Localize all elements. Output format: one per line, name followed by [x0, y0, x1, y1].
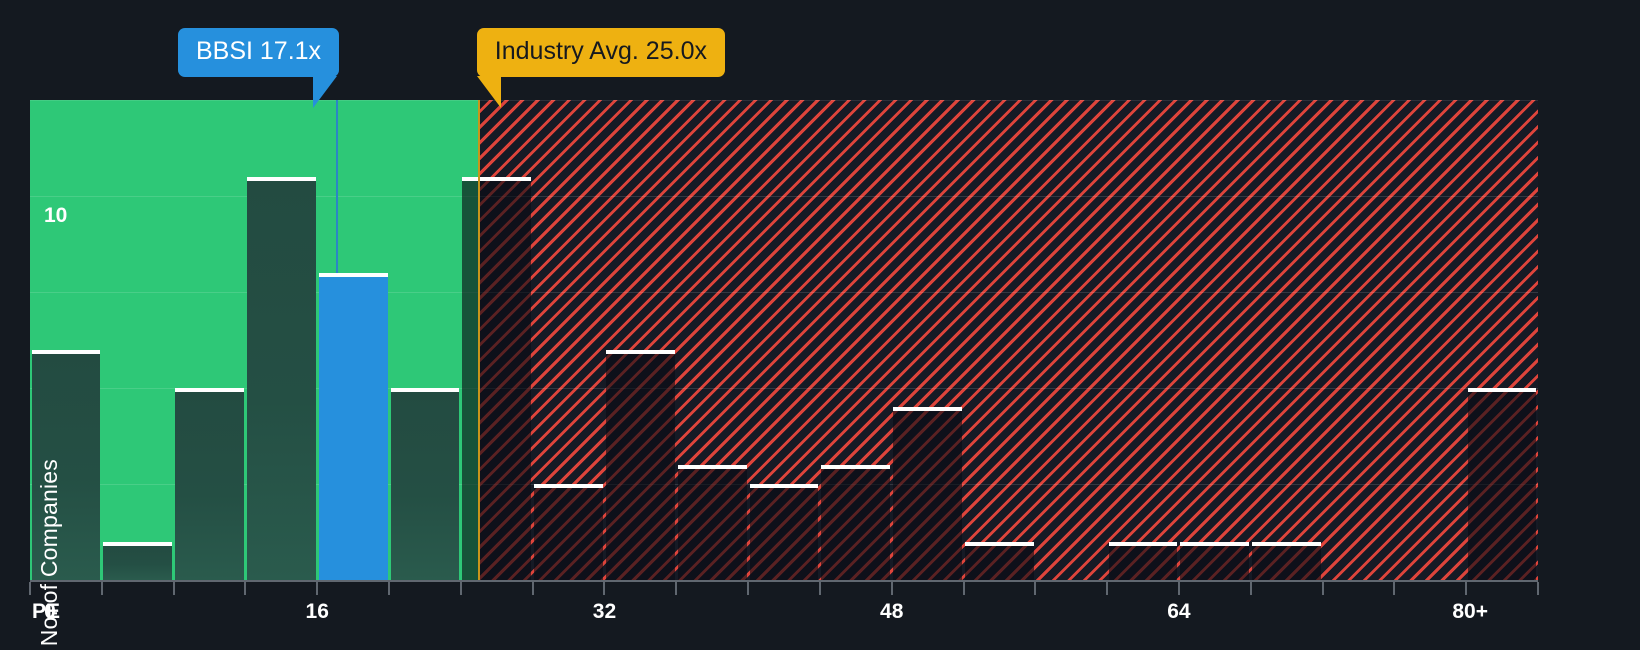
bar-cap	[821, 464, 891, 469]
bar-fill	[1180, 544, 1250, 580]
y-axis-title: No. of Companies	[36, 458, 62, 646]
histogram-bar[interactable]	[246, 176, 316, 580]
x-axis-tick	[890, 582, 893, 595]
industry-average-marker-line	[477, 100, 480, 580]
bar-fill	[462, 179, 532, 580]
bar-fill	[677, 467, 747, 580]
bar-fill	[749, 487, 819, 580]
x-axis-tick	[244, 582, 247, 595]
x-axis-title: PE	[32, 600, 61, 623]
x-axis-tick	[747, 582, 750, 595]
x-axis-tick	[316, 582, 319, 595]
bar-cap	[1252, 541, 1322, 546]
histogram-bar[interactable]	[462, 176, 532, 580]
x-axis-tick	[388, 582, 391, 595]
x-axis-tick-label: 16	[305, 600, 329, 623]
x-axis-tick	[1106, 582, 1109, 595]
bar-cap	[1108, 541, 1178, 546]
bar-cap	[749, 484, 819, 488]
bar-fill	[246, 179, 316, 580]
x-axis-tick	[603, 582, 606, 595]
histogram-bar[interactable]	[390, 388, 460, 580]
bar-fill	[390, 391, 460, 580]
bar-fill	[1467, 391, 1537, 580]
bar-cap	[893, 407, 962, 412]
bar-cap	[1180, 541, 1250, 546]
histogram-bar[interactable]	[534, 484, 603, 580]
bar-fill	[1108, 544, 1178, 580]
x-axis-tick-label: 64	[1167, 600, 1191, 623]
histogram-bar[interactable]	[1108, 541, 1178, 580]
bar-fill	[318, 275, 388, 580]
histogram-bar[interactable]	[749, 484, 819, 580]
company-marker-line	[335, 100, 338, 273]
histogram-bar[interactable]	[175, 388, 244, 580]
bar-fill	[175, 391, 244, 580]
industry-average-callout[interactable]: Industry Avg. 25.0x	[476, 28, 725, 77]
histogram-bar[interactable]	[677, 464, 747, 580]
x-axis-tick-label: 32	[592, 600, 617, 623]
x-axis-tick	[29, 582, 31, 595]
bar-cap	[677, 464, 747, 469]
plot-top-border	[30, 100, 1538, 101]
x-axis-tick	[1249, 582, 1252, 595]
company-callout[interactable]: BBSI 17.1x	[177, 28, 340, 77]
x-axis-tick	[1034, 582, 1037, 595]
x-axis-tick	[459, 582, 462, 595]
x-axis-tick	[962, 582, 965, 595]
bar-fill	[893, 410, 962, 580]
histogram-bar[interactable]	[1467, 388, 1537, 580]
bar-cap	[390, 388, 460, 392]
x-axis-tick-label: 48	[880, 600, 904, 623]
x-axis-tick	[675, 582, 678, 595]
x-axis-tick-label: 0	[44, 600, 56, 623]
x-axis-tick	[100, 582, 103, 595]
bar-fill	[1252, 544, 1322, 580]
histogram-bar[interactable]	[893, 407, 962, 580]
x-axis-tick	[1321, 582, 1324, 595]
x-axis-tick	[531, 582, 534, 595]
x-axis-tick-label: 80+	[1452, 600, 1488, 623]
bar-cap	[462, 176, 532, 181]
bar-fill	[965, 544, 1034, 580]
bar-cap	[605, 349, 675, 354]
x-axis-tick	[1537, 582, 1539, 595]
bar-fill	[534, 487, 603, 580]
bar-fill	[605, 352, 675, 580]
histogram-bar[interactable]	[103, 541, 173, 580]
bar-cap	[31, 349, 101, 354]
histogram-bar[interactable]	[965, 541, 1034, 580]
plot-area	[30, 100, 1538, 580]
x-axis-tick	[1393, 582, 1396, 595]
company-callout-tail	[312, 76, 337, 108]
x-axis-tick	[172, 582, 175, 595]
bar-cap	[534, 484, 603, 488]
bar-cap	[965, 541, 1034, 546]
bar-fill	[31, 352, 101, 580]
histogram-bar[interactable]	[821, 464, 891, 580]
bar-cap	[103, 541, 173, 546]
bar-fill	[103, 544, 173, 580]
bar-fill	[821, 467, 891, 580]
x-axis-tick	[1465, 582, 1468, 595]
histogram-bar[interactable]	[318, 272, 388, 580]
histogram-bar[interactable]	[1252, 541, 1322, 580]
x-axis-tick	[1177, 582, 1180, 595]
bar-cap	[1467, 388, 1537, 392]
y-axis-gridline-label: 10	[44, 204, 68, 227]
histogram-bar[interactable]	[605, 349, 675, 580]
bar-cap	[246, 176, 316, 181]
histogram-bar[interactable]	[31, 349, 101, 580]
x-axis-line	[30, 580, 1538, 582]
overvalued-region	[478, 100, 1538, 580]
histogram-bar[interactable]	[1180, 541, 1250, 580]
bar-cap	[175, 388, 244, 392]
bar-cap	[318, 272, 388, 277]
industry-average-callout-tail	[476, 76, 501, 108]
x-axis-tick	[818, 582, 821, 595]
